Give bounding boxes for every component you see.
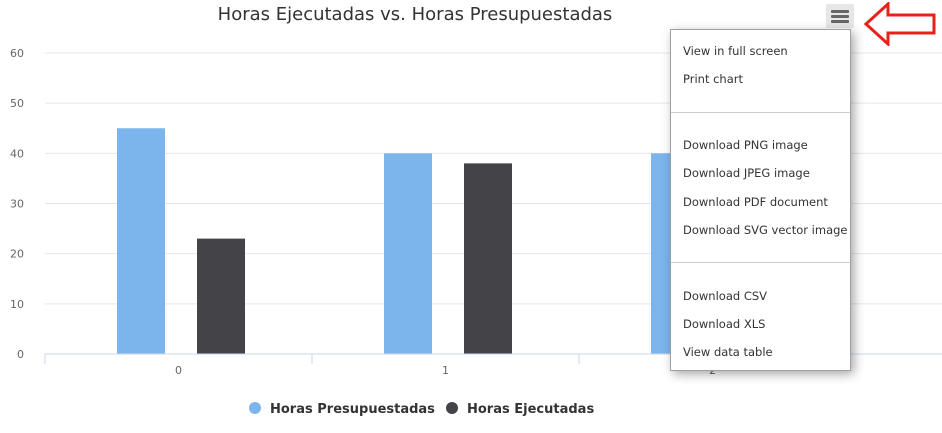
menu-item-view-data-table[interactable]: View data table [683,345,773,359]
bar-ejecutadas-0 [197,238,245,354]
bar-presupuestadas-1 [384,153,432,354]
hamburger-menu-icon[interactable] [826,4,854,28]
x-tick-label: 0 [175,364,182,377]
y-tick-label: 0 [17,348,24,361]
y-tick-label: 60 [10,47,24,60]
bar-ejecutadas-1 [464,163,512,354]
y-tick-label: 10 [10,298,24,311]
legend-label-presupuestadas[interactable]: Horas Presupuestadas [270,402,435,417]
chart-title: Horas Ejecutadas vs. Horas Presupuestada… [218,4,613,25]
y-axis-labels: 0 10 20 30 40 50 60 [10,47,24,361]
menu-item-download-csv[interactable]: Download CSV [683,289,768,303]
menu-item-download-xls[interactable]: Download XLS [683,317,766,331]
legend: Horas Presupuestadas Horas Ejecutadas [249,402,594,417]
y-tick-label: 40 [10,147,24,160]
legend-marker-presupuestadas[interactable] [249,402,261,414]
menu-item-download-png[interactable]: Download PNG image [683,138,808,152]
y-tick-label: 30 [10,198,24,211]
legend-label-ejecutadas[interactable]: Horas Ejecutadas [467,402,594,417]
menu-item-download-jpeg[interactable]: Download JPEG image [683,166,810,180]
menu-separator [671,262,850,263]
menu-item-download-svg[interactable]: Download SVG vector image [683,223,848,237]
menu-separator [671,112,850,113]
legend-marker-ejecutadas[interactable] [446,402,458,414]
menu-item-download-pdf[interactable]: Download PDF document [683,195,828,209]
menu-item-print-chart[interactable]: Print chart [683,72,744,86]
left-arrow-outline-icon [864,2,936,46]
y-tick-label: 50 [10,97,24,110]
y-tick-label: 20 [10,248,24,261]
export-context-menu: View in full screen Print chart Download… [670,29,851,371]
bar-presupuestadas-0 [117,128,165,354]
x-tick-label: 1 [442,364,449,377]
menu-item-view-full-screen[interactable]: View in full screen [683,44,788,58]
bars [117,128,699,354]
